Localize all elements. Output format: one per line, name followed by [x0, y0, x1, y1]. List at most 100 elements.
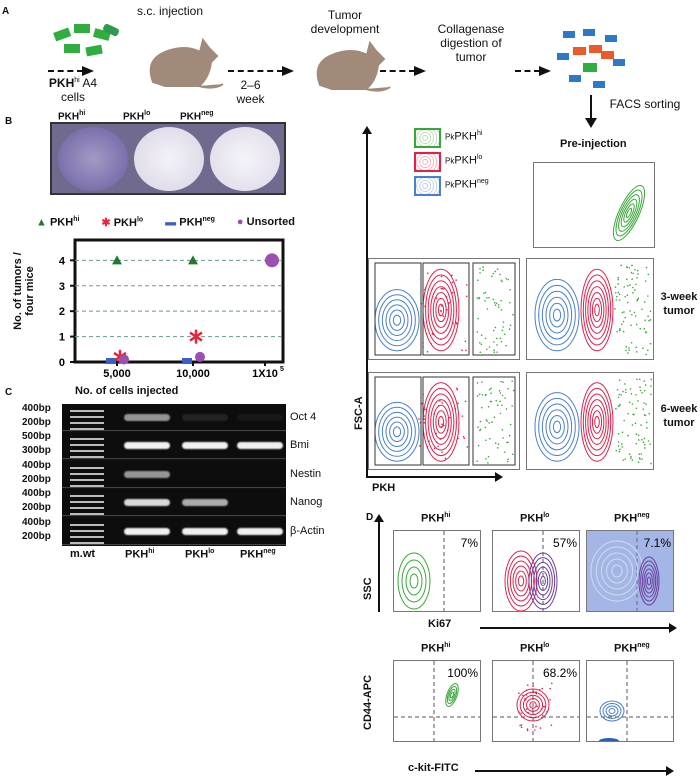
event-dot — [618, 293, 621, 296]
event-dot — [509, 288, 511, 291]
event-dot — [486, 420, 488, 422]
event-dot — [479, 429, 481, 432]
event-dot — [634, 268, 636, 271]
gate — [472, 376, 516, 466]
event-dot — [501, 394, 504, 397]
event-dot — [481, 406, 483, 409]
event-dot — [648, 319, 650, 322]
event-dot — [497, 306, 500, 309]
event-dot — [487, 455, 490, 458]
ladder-band — [70, 472, 104, 475]
pcr-band — [237, 414, 283, 421]
event-dot — [622, 330, 625, 333]
bp-marker: 300bp — [22, 445, 51, 457]
event-dot — [461, 349, 463, 352]
event-dot — [618, 379, 621, 382]
event-dot — [649, 310, 652, 313]
event-dot — [440, 309, 442, 312]
event-dot — [650, 385, 652, 387]
event-dot — [635, 351, 638, 353]
contour — [535, 566, 551, 596]
event-dot — [626, 294, 629, 297]
event-dot — [644, 414, 647, 417]
event-dot — [647, 273, 650, 276]
y-tick-label: 4 — [59, 255, 66, 267]
event-dot — [642, 347, 644, 350]
contour — [541, 403, 573, 451]
mouse-icon — [149, 37, 224, 89]
event-dot — [488, 388, 491, 391]
event-dot — [465, 284, 468, 286]
event-dot — [616, 330, 619, 333]
contour — [620, 198, 638, 228]
contour — [515, 570, 527, 592]
ki67-plot: 57% — [492, 530, 580, 612]
event-dot — [485, 439, 487, 442]
event-dot — [643, 380, 646, 382]
contour — [534, 392, 580, 462]
event-dot — [636, 269, 639, 272]
contour — [425, 387, 457, 457]
event-dot — [617, 276, 620, 279]
event-dot — [419, 445, 421, 447]
lane-label: PKHlo — [185, 548, 215, 561]
event-dot — [503, 451, 506, 454]
data-point-pkh-lo — [189, 329, 203, 344]
event-dot — [479, 272, 481, 274]
contour — [378, 294, 416, 347]
contour — [392, 314, 402, 326]
pcr-band — [124, 499, 170, 507]
event-dot — [483, 292, 485, 294]
event-dot — [511, 405, 513, 407]
event-dot — [494, 270, 497, 273]
event-dot — [448, 301, 450, 304]
event-dot — [634, 422, 637, 425]
event-dot — [635, 323, 638, 326]
ladder-band — [70, 535, 104, 538]
contour — [378, 406, 416, 457]
event-dot — [479, 341, 481, 344]
event-dot — [539, 727, 542, 729]
event-dot — [511, 380, 513, 382]
legend-unsorted: ● Unsorted — [236, 216, 295, 228]
event-dot — [646, 427, 648, 429]
bp-marker: 200bp — [22, 473, 51, 485]
gene-label: Nestin — [290, 467, 322, 480]
cluster — [599, 738, 619, 741]
event-dot — [495, 399, 498, 402]
data-point-unsorted — [195, 351, 205, 362]
event-dot — [520, 726, 523, 729]
event-dot — [501, 280, 503, 283]
contour — [397, 552, 431, 610]
event-dot — [501, 428, 504, 431]
event-dot — [485, 393, 487, 396]
contour — [594, 415, 600, 429]
pcr-band — [124, 527, 170, 535]
x-tick-label: 1X10 — [252, 368, 278, 380]
event-dot — [507, 441, 509, 444]
event-dot — [632, 286, 634, 289]
event-dot — [639, 458, 641, 460]
contour — [537, 571, 549, 591]
event-dot — [643, 437, 646, 440]
square-icon: ▬ — [165, 216, 177, 229]
event-dot — [485, 457, 487, 460]
event-dot — [649, 319, 652, 321]
event-dot — [525, 708, 528, 710]
event-dot — [484, 426, 487, 429]
event-dot — [616, 388, 619, 391]
event-dot — [480, 334, 483, 337]
event-dot — [461, 415, 464, 417]
event-dot — [645, 421, 648, 424]
event-dot — [500, 340, 503, 343]
event-dot — [526, 729, 529, 732]
event-dot — [441, 402, 444, 404]
event-dot — [505, 408, 508, 410]
event-dot — [614, 292, 617, 294]
contour — [589, 404, 605, 440]
event-dot — [456, 388, 459, 391]
event-dot — [641, 308, 643, 311]
event-dot — [488, 346, 491, 348]
contour — [595, 546, 639, 596]
event-dot — [441, 288, 444, 290]
